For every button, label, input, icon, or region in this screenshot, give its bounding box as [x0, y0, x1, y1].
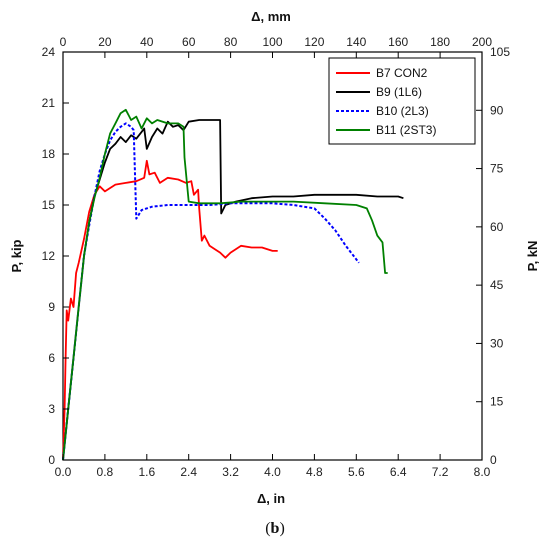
series-layer — [62, 108, 404, 461]
x-tick-label: 3.2 — [222, 465, 239, 479]
x-tick-label: 4.0 — [264, 465, 281, 479]
x-tick-label: 2.4 — [180, 465, 197, 479]
y2-tick-label: 45 — [490, 278, 504, 292]
y2-tick-label: 90 — [490, 103, 504, 117]
x-tick-label: 6.4 — [390, 465, 407, 479]
y2-axis-label: P, kN — [525, 241, 540, 272]
y2-tick-label: 75 — [490, 162, 504, 176]
chart: 0.0 0.8 1.6 2.4 3.2 4.0 4.8 5.6 6.4 7.2 8.00 20 40 60… — [9, 9, 540, 506]
x2-tick-label: 40 — [140, 35, 154, 49]
x2-tick-label: 60 — [182, 35, 196, 49]
y2-tick-label: 0 — [490, 453, 497, 467]
legend-label-1: B9 (1L6) — [376, 85, 422, 99]
y-tick-label: 24 — [42, 45, 56, 59]
x2-tick-label: 0 — [60, 35, 67, 49]
x2-tick-label: 20 — [98, 35, 112, 49]
x2-axis-label: Δ, mm — [251, 9, 291, 24]
x-tick-label: 8.0 — [474, 465, 491, 479]
y-tick-label: 18 — [42, 147, 56, 161]
y-tick-label: 21 — [42, 96, 56, 110]
x-tick-label: 5.6 — [348, 465, 365, 479]
x2-tick-label: 180 — [430, 35, 450, 49]
y-tick-label: 3 — [48, 402, 55, 416]
x2-tick-label: 120 — [304, 35, 324, 49]
series-line-0 — [62, 159, 278, 461]
caption-open: ( — [265, 520, 271, 537]
x2-tick-label: 80 — [224, 35, 238, 49]
y2-tick-label: 105 — [490, 45, 510, 59]
y-axis-label: P, kip — [9, 239, 24, 272]
x2-tick-label: 200 — [472, 35, 492, 49]
series-line-2 — [62, 122, 360, 461]
legend-label-3: B11 (2ST3) — [376, 123, 436, 137]
series-line-1 — [62, 119, 404, 461]
legend-label-2: B10 (2L3) — [376, 104, 429, 118]
x-tick-label: 7.2 — [432, 465, 449, 479]
figure-caption: (b) — [0, 520, 550, 538]
x-tick-label: 0.0 — [55, 465, 72, 479]
x2-tick-label: 100 — [262, 35, 282, 49]
y-tick-label: 9 — [48, 300, 55, 314]
y-tick-label: 12 — [42, 249, 56, 263]
y-tick-label: 0 — [48, 453, 55, 467]
y-tick-label: 15 — [42, 198, 56, 212]
x2-tick-label: 140 — [346, 35, 366, 49]
x2-tick-label: 160 — [388, 35, 408, 49]
x-tick-label: 0.8 — [97, 465, 114, 479]
tick-layer: 0.0 0.8 1.6 2.4 3.2 4.0 4.8 5.6 6.4 7.2 8.00 20 40 60… — [42, 35, 511, 479]
legend: B7 CON2 B9 (1L6) B10 (2L3) B11 (2ST3) — [328, 57, 476, 145]
y2-tick-label: 15 — [490, 395, 504, 409]
x-axis-label: Δ, in — [257, 491, 285, 506]
y-tick-label: 6 — [48, 351, 55, 365]
x-tick-label: 1.6 — [138, 465, 155, 479]
x-tick-label: 4.8 — [306, 465, 323, 479]
caption-letter: b — [270, 520, 280, 537]
y2-tick-label: 60 — [490, 220, 504, 234]
y2-tick-label: 30 — [490, 336, 504, 350]
legend-label-0: B7 CON2 — [376, 66, 428, 80]
caption-close: ) — [279, 520, 285, 537]
series-line-3 — [62, 108, 388, 461]
